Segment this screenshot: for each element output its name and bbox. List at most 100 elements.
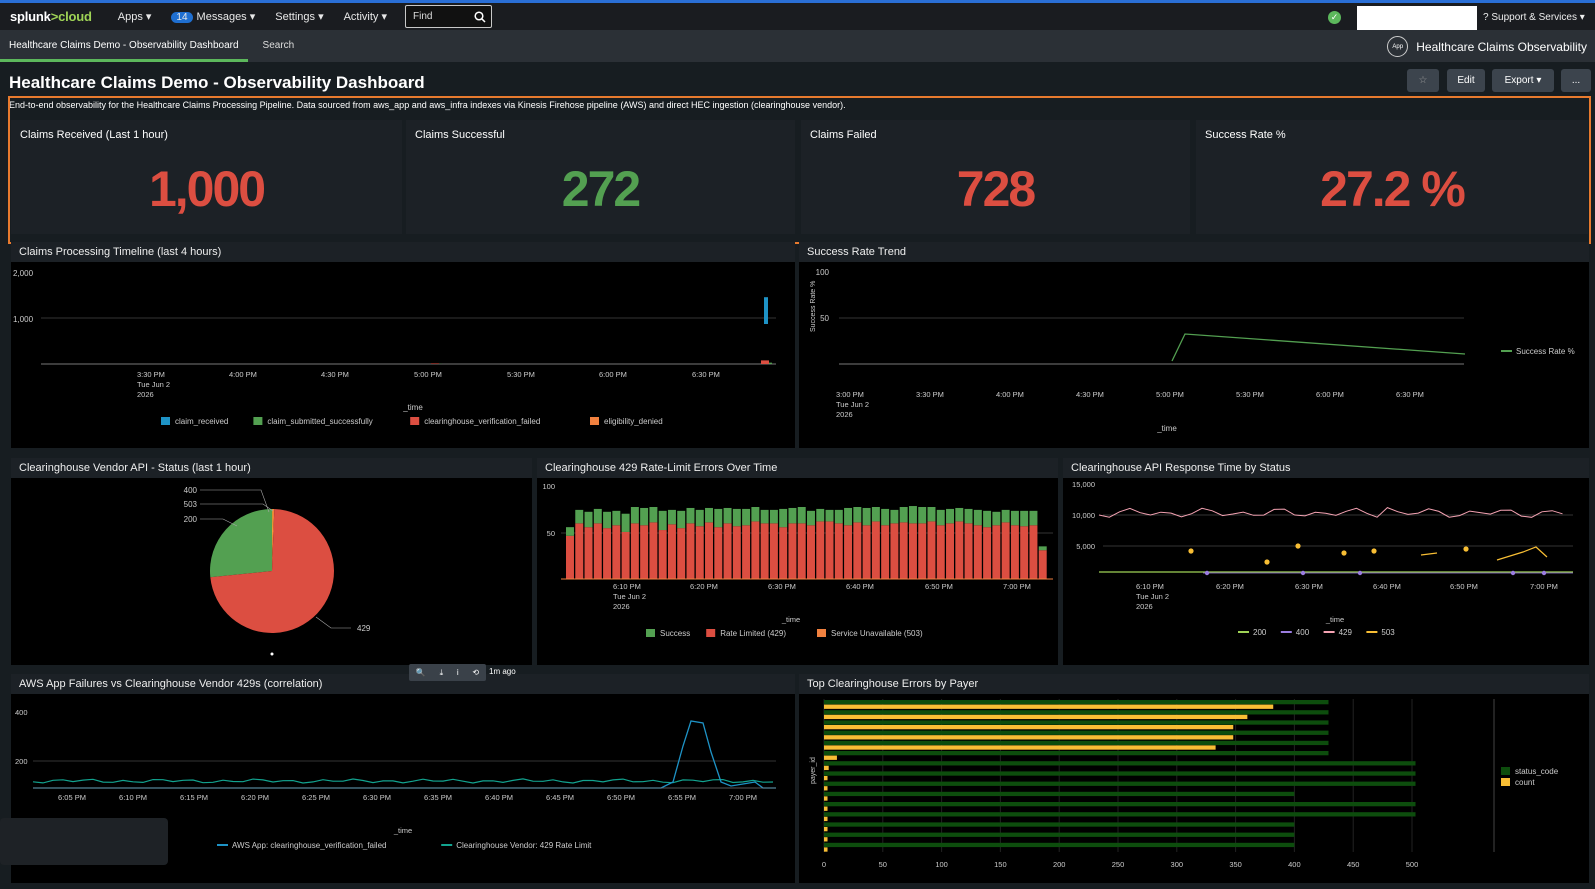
rate-limit-bar <box>1010 525 1019 579</box>
x-tick-label: 6:20 PM <box>241 793 269 802</box>
rate-limit-bar <box>862 525 871 579</box>
logo-text: splunk <box>10 9 51 24</box>
settings-menu[interactable]: Settings ▾ <box>275 11 324 23</box>
x-tick-label: 6:50 PM <box>607 793 635 802</box>
x-axis-title: _time <box>393 826 412 835</box>
timeline-bar <box>764 297 768 324</box>
rate-limit-bar <box>705 522 714 579</box>
panel-title: Success Rate Trend <box>799 242 1589 262</box>
rate-limit-bar <box>760 509 769 524</box>
payer-bar-count <box>824 704 1274 709</box>
x-tick-label: 6:30 PM <box>692 370 720 379</box>
panel-title: Claims Processing Timeline (last 4 hours… <box>11 242 795 262</box>
info-icon[interactable]: i <box>456 668 459 677</box>
messages-label: Messages ▾ <box>196 11 256 23</box>
rate-limit-bar <box>630 523 639 579</box>
x-tick-label: 450 <box>1347 860 1360 869</box>
payer-bar-count <box>824 775 828 781</box>
rate-limit-bar <box>936 525 945 579</box>
rate-limit-bar <box>779 508 788 528</box>
favorite-button[interactable]: ☆ <box>1407 69 1439 92</box>
single-value: 728 <box>956 161 1036 217</box>
apps-menu[interactable]: Apps ▾ <box>117 11 152 23</box>
rate-limit-bar <box>1038 546 1047 551</box>
search-icon[interactable]: 🔍 <box>415 668 426 677</box>
x-tick-label: 6:40 PM <box>846 582 874 591</box>
tab-search[interactable]: Search <box>262 40 295 51</box>
user-menu[interactable] <box>1357 6 1477 33</box>
timeline-bar <box>431 363 439 364</box>
payer-bar-status-code <box>824 842 1295 848</box>
rate-limit-bar <box>658 510 667 531</box>
rate-limit-bar <box>612 525 621 579</box>
line-aws-failures <box>33 720 776 789</box>
x-axis-title: _time <box>1325 615 1344 624</box>
panel-success-rate-trend: Success Rate Trend 100 50 Success Rate % 3:… <box>799 242 1589 448</box>
correlation-chart[interactable]: 400 200 6:05 PM 6:10 PM 6:15 PM 6:20 PM 6:25 P… <box>11 694 795 883</box>
payer-errors-chart[interactable]: payer_id 0 50 100 150 200 250 300 350 400 450 500 st… <box>799 694 1589 883</box>
legend-swatch <box>590 417 599 425</box>
tab-dashboard[interactable]: Healthcare Claims Demo - Observability D… <box>0 30 248 62</box>
single-value: 272 <box>561 161 641 217</box>
app-icon: App <box>1387 36 1409 57</box>
rate-limit-bar <box>936 509 945 526</box>
activity-menu[interactable]: Activity ▾ <box>343 11 388 23</box>
logo-cloud-text: >cloud <box>50 9 92 24</box>
refresh-icon[interactable]: ⟲ <box>472 668 480 677</box>
rate-limit-bar <box>695 509 704 527</box>
find-input[interactable]: Find <box>405 5 493 28</box>
export-button[interactable]: Export ▾ <box>1492 69 1554 92</box>
single-claims-failed[interactable]: Claims Failed 728 <box>801 120 1190 234</box>
payer-bar-status-code <box>824 791 1295 797</box>
legend-label: count <box>1515 778 1535 787</box>
rate-limit-bar <box>946 508 955 524</box>
x-tick-label: 0 <box>822 860 826 869</box>
support-menu[interactable]: ? Support & Services ▾ <box>1483 12 1585 23</box>
more-actions-button[interactable]: ... <box>1561 69 1591 92</box>
rate-limit-bar <box>1038 550 1047 579</box>
single-claims-successful[interactable]: Claims Successful 272 <box>406 120 795 234</box>
find-placeholder: Find <box>413 11 433 22</box>
rate-limit-bar <box>612 510 621 526</box>
rate-limit-bar <box>871 521 880 579</box>
rate-limit-bar <box>1029 525 1038 579</box>
timeline-bar <box>761 360 769 364</box>
status-pie-chart[interactable]: 400 503 200 429 <box>11 478 532 665</box>
rate-limit-bar <box>881 508 890 526</box>
line-429 <box>1098 507 1563 518</box>
x-axis-title: _time <box>402 403 423 412</box>
edit-button[interactable]: Edit <box>1447 69 1485 92</box>
x-tick-label: 200 <box>1053 860 1066 869</box>
x-tick-label: 6:10 PM <box>1136 582 1164 591</box>
x-tick-label: 5:30 PM <box>1236 390 1264 399</box>
payer-bar-count <box>824 735 1234 740</box>
rate-limit-bar <box>788 523 797 579</box>
payer-bar-status-code <box>824 802 1416 807</box>
rate-limit-bar <box>871 507 880 522</box>
rate-limit-bar <box>807 510 815 526</box>
payer-bar-count <box>824 786 828 791</box>
rate-limit-bar <box>667 509 676 525</box>
health-status-icon[interactable]: ✓ <box>1328 11 1341 24</box>
payer-bar-status-code <box>824 720 1329 725</box>
legend-swatch <box>1501 767 1510 775</box>
y-tick-label: 50 <box>547 529 555 538</box>
rate-limit-bar <box>658 530 667 579</box>
rate-limit-bar <box>621 513 630 532</box>
messages-menu[interactable]: 14 Messages ▾ <box>171 10 255 23</box>
splunk-logo[interactable]: splunk>cloud <box>10 9 92 24</box>
x-tick-label: 6:10 PM <box>613 582 641 591</box>
rate-limit-bar <box>649 522 658 579</box>
x-tick-label: 7:00 PM <box>729 793 757 802</box>
x-tick-label: 250 <box>1112 860 1125 869</box>
download-icon[interactable]: ⤓ <box>439 667 444 677</box>
legend-label: 400 <box>1296 628 1310 637</box>
single-success-rate[interactable]: Success Rate % 27.2 % <box>1196 120 1588 234</box>
single-claims-received[interactable]: Claims Received (Last 1 hour) 1,000 <box>11 120 402 234</box>
rate-limit-bar <box>899 507 908 523</box>
legend-swatch <box>410 417 420 425</box>
